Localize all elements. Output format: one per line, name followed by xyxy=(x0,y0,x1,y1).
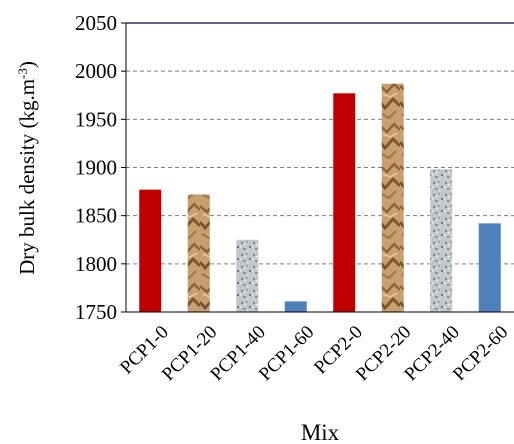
y-axis-label: Dry bulk density (kg.m-3) xyxy=(15,61,40,275)
y-tick-label: 1900 xyxy=(75,156,117,180)
y-tick-label: 1800 xyxy=(75,252,117,276)
bar-pcp1-0 xyxy=(139,189,162,312)
bar-pcp2-0 xyxy=(333,93,356,312)
bar-pcp2-40 xyxy=(430,169,453,312)
bar-pcp1-60 xyxy=(284,301,307,312)
y-axis-label-superscript: -3 xyxy=(15,68,30,79)
bar-pcp2-20 xyxy=(381,83,404,312)
gridlines xyxy=(126,22,514,265)
y-tick-label: 2050 xyxy=(75,11,117,35)
y-tick-label: 1950 xyxy=(75,107,117,131)
y-tick-label: 2000 xyxy=(75,59,117,83)
y-tick-labels: 1750 1800 1850 1900 1950 2000 2050 xyxy=(75,11,126,324)
x-tick-labels: PCP1-0PCP1-20PCP1-40PCP1-60PCP2-0PCP2-20… xyxy=(116,322,512,385)
y-tick-label: 1850 xyxy=(75,204,117,228)
x-axis-label: Mix xyxy=(301,420,340,444)
bar-pcp1-40 xyxy=(236,239,259,312)
bar-pcp2-60 xyxy=(478,223,501,312)
y-tick-label: 1750 xyxy=(75,300,117,324)
bar-pcp1-20 xyxy=(187,194,210,312)
bars xyxy=(139,83,501,312)
